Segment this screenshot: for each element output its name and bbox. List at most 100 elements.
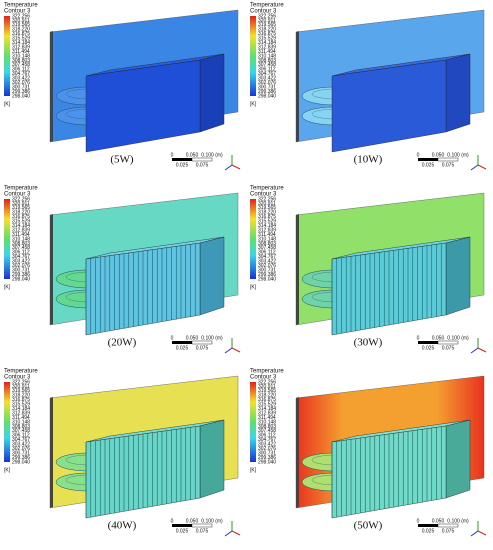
scale-label: 0.100 (m) xyxy=(201,335,223,341)
legend-value: 310.148 xyxy=(258,236,276,242)
scale-label: 0.050 xyxy=(186,518,199,524)
scale-bar xyxy=(418,158,438,161)
legend-value: 299.386 xyxy=(258,272,276,278)
legend-value: 306.112 xyxy=(258,433,276,439)
legend-value: 315.529 xyxy=(12,402,30,408)
axis-x xyxy=(477,347,487,353)
legend-value: 300.731 xyxy=(12,267,30,273)
legend-value: 300.731 xyxy=(258,267,276,273)
legend-value: 302.076 xyxy=(258,446,276,452)
legend-value: 315.529 xyxy=(12,219,30,225)
legend-value: 318.220 xyxy=(258,210,276,216)
legend-value: 303.422 xyxy=(12,442,30,448)
legend-value: 306.112 xyxy=(12,250,30,256)
legend-subtitle: Contour 3 xyxy=(250,192,277,198)
legend-value: 302.076 xyxy=(12,446,30,452)
legend-value: 318.220 xyxy=(12,393,30,399)
scale-label: 0.025 xyxy=(176,162,189,168)
legend-value: 304.767 xyxy=(12,437,30,443)
scale-label: 0 xyxy=(171,152,174,158)
caption: (20W) xyxy=(108,337,137,349)
legend-value: 299.386 xyxy=(258,89,276,95)
scale-label: 0.025 xyxy=(422,162,435,168)
legend-value: 304.767 xyxy=(258,254,276,260)
legend-value: 316.875 xyxy=(12,31,30,37)
legend-value: 314.184 xyxy=(12,223,30,229)
box-side xyxy=(199,236,225,316)
axis-z xyxy=(224,530,233,537)
legend-value: 300.731 xyxy=(258,450,276,456)
legend-value: 322.256 xyxy=(12,379,30,385)
legend-value: 311.494 xyxy=(258,232,276,238)
scale-bar xyxy=(191,340,213,345)
legend-title: Temperature xyxy=(4,369,38,375)
legend-value: 322.256 xyxy=(12,196,30,202)
legend-value: 303.422 xyxy=(12,259,30,265)
legend-value: 306.112 xyxy=(12,67,30,73)
legend-subtitle: Contour 3 xyxy=(4,192,31,198)
scale-label: 0 xyxy=(417,152,420,158)
legend-value: 319.565 xyxy=(12,22,30,28)
legend-value: 307.458 xyxy=(258,428,276,434)
box-front xyxy=(331,59,447,153)
plate-edge xyxy=(50,214,53,325)
legend-value: 314.184 xyxy=(258,406,276,412)
legend-value: 312.839 xyxy=(12,227,30,233)
scale-bar xyxy=(437,523,459,528)
legend-value: 310.148 xyxy=(258,419,276,425)
legend-value: 308.803 xyxy=(258,424,276,430)
legend-value: 320.911 xyxy=(12,384,30,390)
legend-value: 311.494 xyxy=(12,232,30,238)
legend-value: 319.565 xyxy=(258,388,276,394)
plate-edge xyxy=(50,31,53,142)
color-bar xyxy=(250,16,256,96)
scale-label: 0.100 (m) xyxy=(201,518,223,524)
scale-bar xyxy=(172,524,192,527)
color-bar xyxy=(4,382,10,462)
legend-value: 298.040 xyxy=(258,459,276,465)
axis-x xyxy=(231,530,241,536)
legend-value: 304.767 xyxy=(258,437,276,443)
scale-bar xyxy=(191,157,213,162)
legend-value: 298.040 xyxy=(12,93,30,99)
legend-subtitle: Contour 3 xyxy=(4,9,31,15)
legend-title: Temperature xyxy=(4,3,38,9)
legend-value: 316.875 xyxy=(12,214,30,220)
legend-value: 319.565 xyxy=(12,388,30,394)
scale-label: 0 xyxy=(171,518,174,524)
legend-value: 319.565 xyxy=(258,205,276,211)
legend-unit: [K] xyxy=(250,101,257,107)
legend-value: 304.767 xyxy=(258,71,276,77)
caption: (50W) xyxy=(354,520,383,532)
legend-subtitle: Contour 3 xyxy=(250,9,277,15)
box-side xyxy=(445,236,471,316)
legend-value: 316.875 xyxy=(12,397,30,403)
legend-value: 311.494 xyxy=(258,49,276,55)
axis-x xyxy=(231,164,241,170)
legend-value: 320.911 xyxy=(258,18,276,24)
legend-value: 318.220 xyxy=(258,27,276,33)
legend-value: 312.839 xyxy=(258,44,276,50)
scale-label: 0.025 xyxy=(422,528,435,534)
legend-value: 302.076 xyxy=(258,80,276,86)
color-bar xyxy=(250,199,256,279)
legend-value: 310.148 xyxy=(12,236,30,242)
axis-z xyxy=(224,347,233,354)
legend-value: 318.220 xyxy=(258,393,276,399)
legend-value: 303.422 xyxy=(258,442,276,448)
legend-value: 306.112 xyxy=(258,250,276,256)
legend-value: 303.422 xyxy=(258,76,276,82)
legend-value: 307.458 xyxy=(258,62,276,68)
legend-value: 306.112 xyxy=(258,67,276,73)
axis-z xyxy=(470,530,479,537)
axis-x xyxy=(477,530,487,536)
scale-label: 0.050 xyxy=(432,518,445,524)
legend-value: 319.565 xyxy=(258,22,276,28)
scale-label: 0.100 (m) xyxy=(447,152,469,158)
legend-unit: [K] xyxy=(4,101,11,107)
